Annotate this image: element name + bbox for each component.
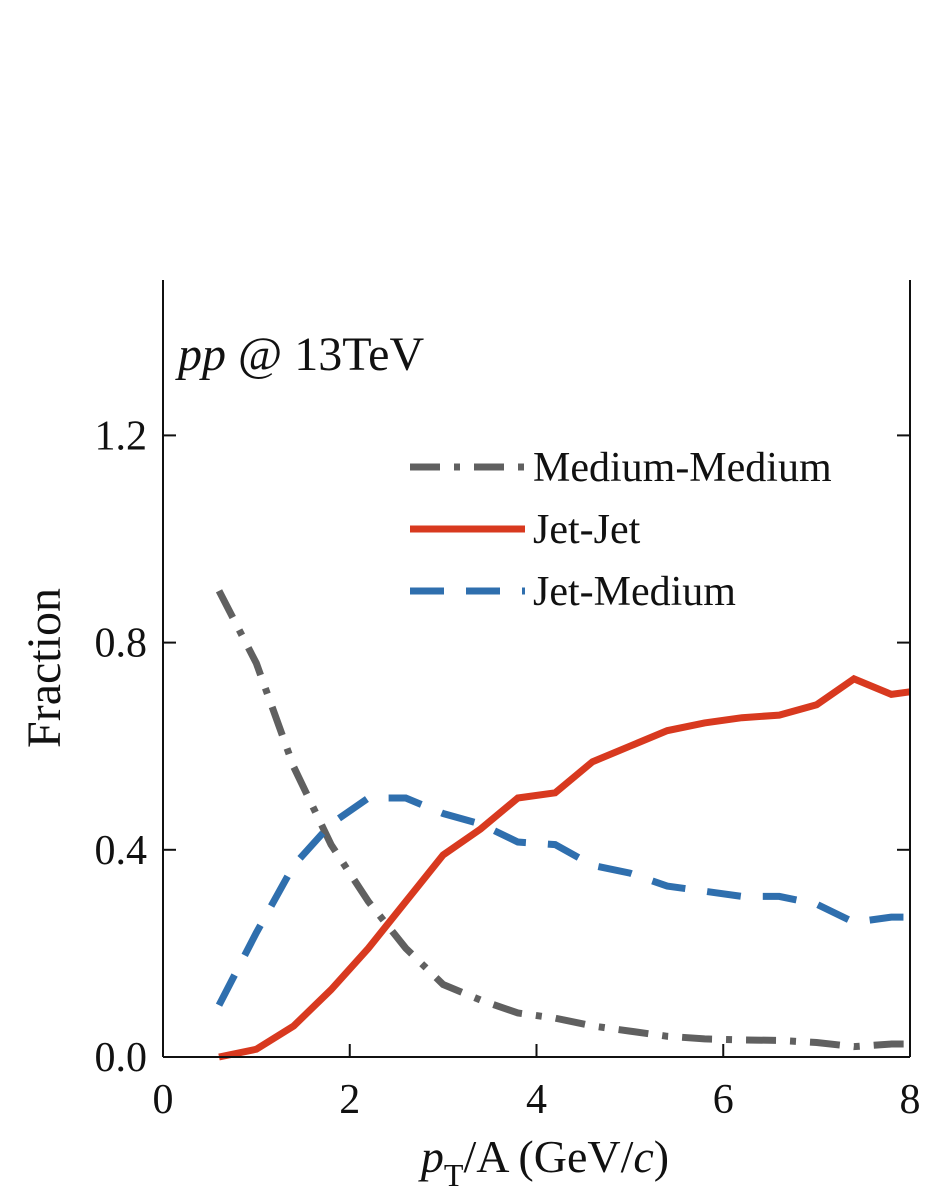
x-tick-label: 0 [153,1077,174,1123]
x-tick-label: 4 [526,1077,547,1123]
x-label-part: T [444,1157,464,1193]
y-axis-label: Fraction [18,588,71,748]
y-tick-label: 1.2 [95,413,148,459]
annotation-italic: pp [175,328,226,381]
x-tick-label: 8 [900,1077,921,1123]
x-axis-label: pT/A (GeV/c) [418,1131,669,1193]
x-tick-label: 2 [339,1077,360,1123]
series-line [215,794,910,1007]
x-label-part: p [418,1131,444,1182]
x-label-part: c [633,1131,653,1182]
y-tick-label: 0.0 [95,1035,148,1081]
series-line [218,674,911,1061]
y-tick-label: 0.8 [95,621,148,667]
legend-label: Jet-Jet [533,507,641,553]
annotation-rest: @ 13TeV [238,328,424,381]
y-tick-label: 0.4 [95,828,148,874]
legend-label: Medium-Medium [533,445,832,491]
x-tick-label: 6 [713,1077,734,1123]
series-line [215,589,910,1051]
x-label-part: /A (GeV/ [463,1131,633,1182]
annotation: pp @ 13TeV [175,328,424,381]
legend-label: Jet-Medium [533,569,736,615]
x-label-part: ) [654,1131,669,1182]
